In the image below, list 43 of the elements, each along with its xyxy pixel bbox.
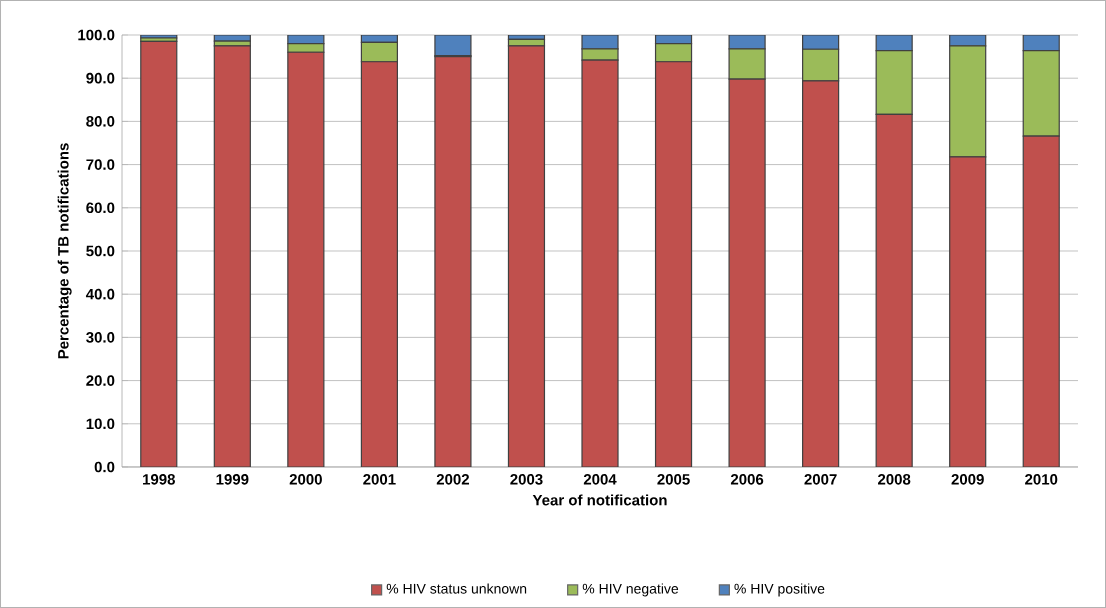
y-tick-label: 20.0 xyxy=(86,375,115,386)
y-axis-title: Percentage of TB notifications xyxy=(57,143,72,359)
x-tick-label: 2009 xyxy=(951,474,984,485)
legend-label: % HIV positive xyxy=(734,583,825,597)
bar xyxy=(434,55,472,467)
bar xyxy=(140,40,178,467)
bar xyxy=(287,51,325,467)
x-tick-label: 2003 xyxy=(510,474,543,485)
y-tick-label: 50.0 xyxy=(86,245,115,257)
x-axis-title: Year of notification xyxy=(532,494,667,506)
x-tick-label: 1998 xyxy=(143,474,175,485)
x-tick-label: 2008 xyxy=(878,474,911,485)
y-tick-label: 40.0 xyxy=(85,288,115,300)
bar xyxy=(213,45,251,467)
bar xyxy=(875,113,913,467)
x-tick-label: 2004 xyxy=(583,474,617,485)
bar xyxy=(654,61,693,467)
y-tick-label: 0.0 xyxy=(94,461,115,473)
bar xyxy=(287,43,325,53)
legend-label: % HIV negative xyxy=(582,583,679,597)
y-tick-label: 70.0 xyxy=(86,159,115,170)
legend-label: % HIV status unknown xyxy=(386,583,527,594)
bar xyxy=(581,59,619,467)
bar xyxy=(507,45,546,467)
y-tick-label: 90.0 xyxy=(86,72,115,84)
bar xyxy=(949,156,987,467)
y-tick-label: 60.0 xyxy=(86,202,115,214)
bar xyxy=(360,61,398,467)
x-tick-label: 2010 xyxy=(1025,474,1058,485)
x-tick-label: 2001 xyxy=(363,474,396,485)
x-tick-label: 2007 xyxy=(804,474,837,485)
bar xyxy=(802,80,840,467)
x-tick-label: 2005 xyxy=(657,474,690,485)
y-tick-label: 80.0 xyxy=(86,116,115,127)
x-tick-label: 2006 xyxy=(730,474,764,485)
y-tick-label: 10.0 xyxy=(86,418,115,430)
bar xyxy=(728,78,766,467)
bar xyxy=(1022,135,1060,467)
x-tick-label: 2002 xyxy=(436,474,470,485)
x-tick-label: 2000 xyxy=(289,474,322,485)
y-tick-label: 100.0 xyxy=(78,29,115,41)
x-tick-label: 1999 xyxy=(216,474,249,485)
y-tick-label: 30.0 xyxy=(86,332,115,343)
